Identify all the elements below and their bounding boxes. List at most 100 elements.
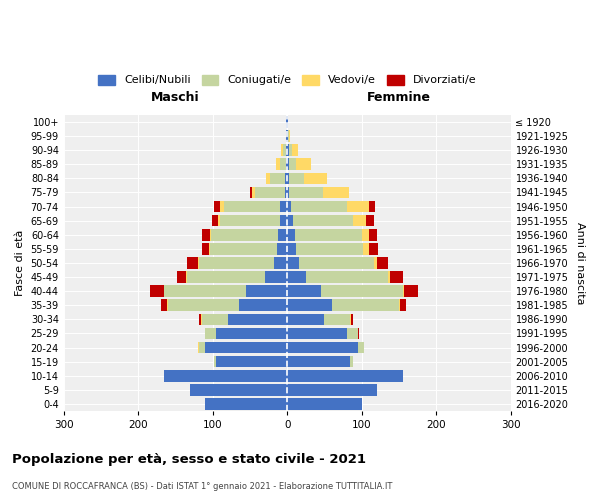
Bar [374,257,377,268]
Bar [287,398,362,409]
Bar [289,172,304,184]
Bar [293,215,353,226]
Bar [265,272,287,283]
Bar [287,328,347,339]
Bar [369,243,378,254]
Bar [217,356,287,368]
Bar [161,300,167,311]
Bar [177,272,186,283]
Bar [291,201,347,212]
Bar [287,356,350,368]
Bar [287,144,289,156]
Bar [362,229,369,240]
Bar [283,144,286,156]
Bar [202,243,209,254]
Bar [369,229,377,240]
Bar [287,272,306,283]
Legend: Celibi/Nubili, Coniugati/e, Vedovi/e, Divorziati/e: Celibi/Nubili, Coniugati/e, Vedovi/e, Di… [94,70,481,90]
Bar [289,186,323,198]
Bar [287,314,325,325]
Bar [199,314,201,325]
Bar [292,144,298,156]
Bar [287,342,358,353]
Bar [285,172,287,184]
Text: Popolazione per età, sesso e stato civile - 2021: Popolazione per età, sesso e stato civil… [12,452,366,466]
Bar [390,272,403,283]
Bar [246,286,287,297]
Bar [212,215,218,226]
Bar [350,314,351,325]
Bar [399,300,400,311]
Bar [218,215,220,226]
Bar [287,384,377,396]
Bar [150,286,164,297]
Text: COMUNE DI ROCCAFRANCA (BS) - Dati ISTAT 1° gennaio 2021 - Elaborazione TUTTITALI: COMUNE DI ROCCAFRANCA (BS) - Dati ISTAT … [12,482,392,491]
Bar [296,158,311,170]
Bar [287,300,332,311]
Bar [287,186,289,198]
Bar [287,130,288,142]
Bar [285,186,287,198]
Bar [304,172,326,184]
Bar [366,215,374,226]
Y-axis label: Anni di nascita: Anni di nascita [575,222,585,304]
Bar [274,257,287,268]
Bar [347,328,358,339]
Bar [287,201,291,212]
Bar [287,286,321,297]
Bar [278,229,287,240]
Bar [280,158,286,170]
Bar [210,229,211,240]
Bar [287,172,289,184]
Bar [287,257,299,268]
Y-axis label: Fasce di età: Fasce di età [15,230,25,296]
Bar [199,342,205,353]
Bar [280,201,287,212]
Bar [167,300,168,311]
Bar [205,398,287,409]
Bar [227,314,287,325]
Bar [217,328,287,339]
Bar [306,272,388,283]
Bar [202,314,227,325]
Bar [289,158,296,170]
Bar [286,116,287,128]
Bar [286,158,287,170]
Bar [201,314,202,325]
Bar [252,186,255,198]
Bar [323,186,349,198]
Bar [187,257,198,268]
Bar [199,257,274,268]
Bar [198,257,199,268]
Bar [190,384,287,396]
Bar [388,272,390,283]
Bar [187,272,265,283]
Bar [202,229,210,240]
Bar [332,300,399,311]
Bar [220,215,280,226]
Bar [277,243,287,254]
Bar [287,116,288,128]
Bar [363,243,369,254]
Bar [286,144,287,156]
Bar [214,356,217,368]
Bar [186,272,187,283]
Bar [287,243,296,254]
Bar [347,201,369,212]
Bar [287,158,289,170]
Bar [287,229,295,240]
Bar [164,286,246,297]
Bar [198,342,199,353]
Bar [289,130,290,142]
Bar [211,229,278,240]
Text: Maschi: Maschi [151,90,200,104]
Bar [351,314,353,325]
Bar [403,286,404,297]
Bar [286,130,287,142]
Bar [289,144,292,156]
Bar [270,172,285,184]
Bar [321,286,403,297]
Bar [296,243,363,254]
Bar [209,243,210,254]
Text: Femmine: Femmine [367,90,431,104]
